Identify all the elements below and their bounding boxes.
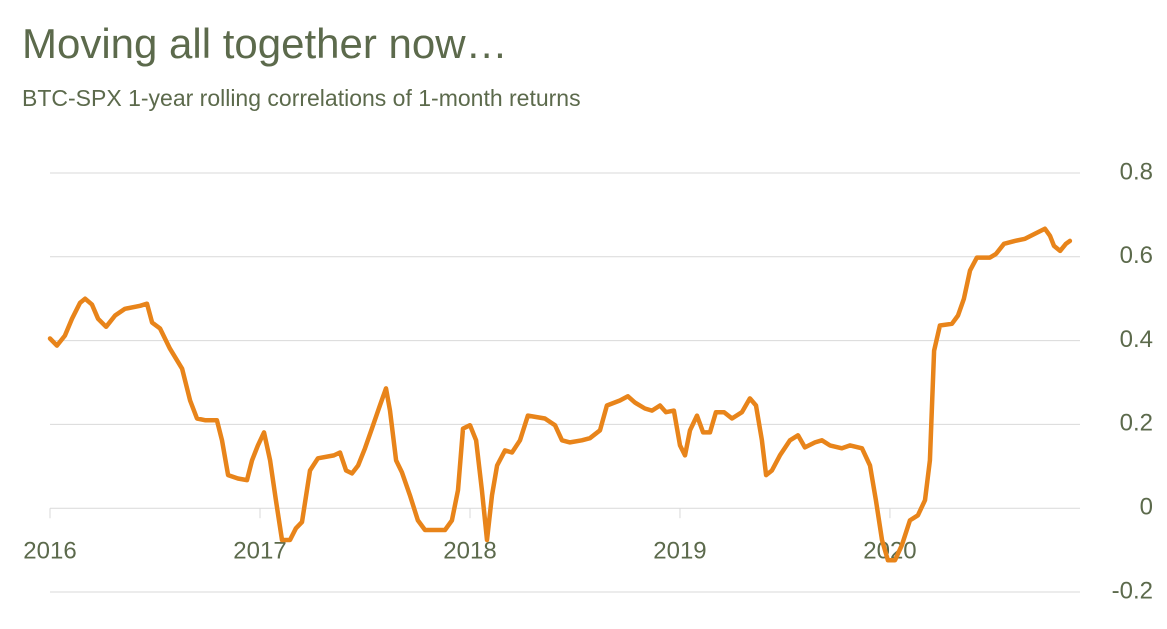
- x-tick-label: 2016: [23, 538, 76, 565]
- y-tick-label: 0.2: [1120, 410, 1153, 437]
- x-tick-label: 2017: [233, 538, 286, 565]
- y-tick-label: 0.6: [1120, 242, 1153, 269]
- data-line: [47, 226, 1073, 563]
- y-tick-label: 0.4: [1120, 326, 1153, 353]
- x-tick-label: 2019: [653, 538, 706, 565]
- y-tick-label: 0.8: [1120, 158, 1153, 185]
- chart-subtitle: BTC-SPX 1-year rolling correlations of 1…: [22, 85, 581, 111]
- x-tick-label: 2018: [443, 538, 496, 565]
- y-tick-label: -0.2: [1112, 577, 1153, 604]
- chart-title: Moving all together now…: [22, 20, 508, 67]
- y-tick-label: 0: [1140, 494, 1153, 521]
